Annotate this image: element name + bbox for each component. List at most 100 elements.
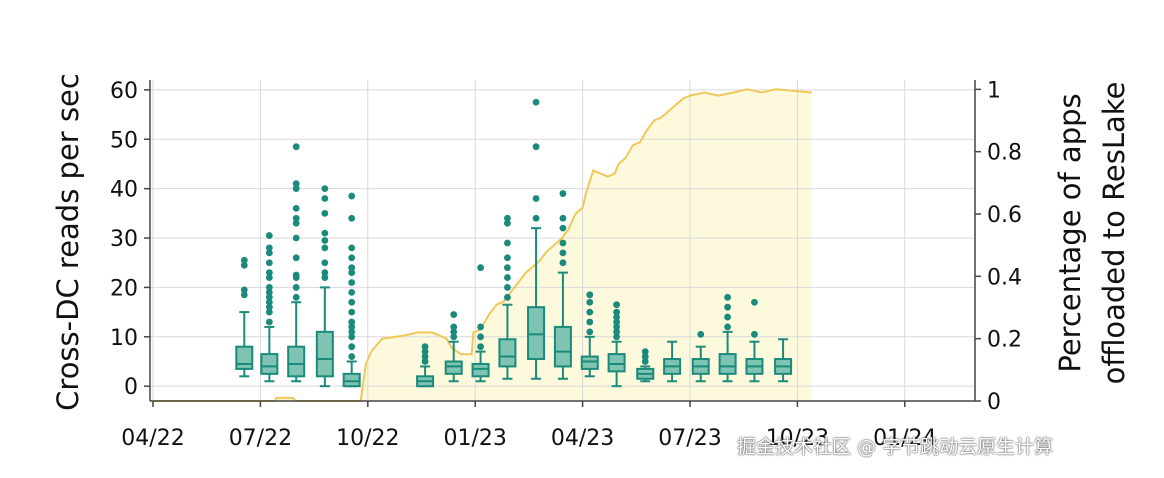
box-outlier [321, 237, 329, 244]
box-outlier [724, 313, 731, 321]
y-tick-label-right: 0.4 [987, 265, 1022, 290]
box-outlier [586, 308, 594, 316]
offload-area [153, 89, 812, 402]
box-outlier [265, 232, 273, 239]
box-outlier [321, 274, 329, 281]
box-body [553, 325, 572, 368]
box-outlier [265, 269, 273, 276]
box-outlier [321, 229, 329, 237]
box-body [471, 362, 490, 378]
box-outlier [348, 192, 356, 200]
box-body [287, 345, 306, 378]
box-outlier [348, 343, 356, 351]
box-2 [260, 232, 279, 383]
box-19 [774, 338, 793, 383]
box-outlier [450, 333, 458, 341]
box-10 [527, 98, 546, 380]
box-17 [718, 293, 737, 383]
x-tick-label: 10/23 [766, 426, 829, 451]
box-outlier [348, 244, 356, 252]
y-tick-label-left: 10 [110, 326, 138, 351]
y-tick-label-left: 40 [110, 178, 138, 203]
y-tick-label-left: 60 [110, 79, 138, 104]
box-outlier [292, 234, 300, 242]
box-outlier [265, 298, 273, 306]
box-outlier [348, 328, 356, 336]
box-6 [416, 343, 435, 388]
box-outlier [321, 269, 329, 276]
y-tick-label-left: 30 [110, 227, 138, 252]
box-outlier [504, 284, 511, 291]
box-outlier [292, 254, 300, 262]
box-outlier [532, 98, 540, 106]
x-tick-label: 07/23 [658, 426, 721, 451]
box-outlier [504, 214, 511, 222]
x-tick-label: 10/22 [336, 426, 399, 451]
box-outlier [504, 264, 511, 272]
box-9 [498, 214, 517, 380]
box-outlier [348, 353, 356, 360]
box-11 [553, 190, 572, 380]
box-outlier [348, 269, 356, 276]
box-outlier [348, 288, 356, 296]
box-outlier [240, 286, 248, 294]
box-outlier [450, 328, 458, 336]
box-outlier [559, 190, 567, 197]
box-outlier [559, 249, 567, 257]
box-outlier [613, 323, 621, 331]
box-outlier [504, 239, 511, 247]
box-outlier [321, 209, 329, 217]
x-tick-label: 07/22 [229, 426, 292, 451]
box-outlier [477, 333, 484, 341]
box-outlier [751, 298, 758, 306]
box-outlier [613, 308, 621, 316]
box-outlier [292, 271, 300, 279]
box-outlier [559, 259, 567, 267]
box-outlier [450, 311, 458, 318]
box-outlier [321, 244, 329, 252]
box-outlier [292, 214, 300, 222]
y-tick-label-right: 1 [987, 78, 1001, 103]
box-outlier [348, 298, 356, 306]
y-tick-label-left: 0 [124, 375, 138, 400]
box-outlier [586, 318, 594, 326]
box-body [718, 353, 737, 375]
box-outlier [265, 318, 273, 326]
box-outlier [265, 288, 273, 296]
box-outlier [265, 244, 273, 252]
box-outlier [613, 301, 621, 309]
box-outlier [559, 239, 567, 247]
box-outlier [292, 143, 300, 151]
box-outlier [265, 274, 273, 281]
box-outlier [348, 308, 356, 316]
box-outlier [265, 284, 273, 291]
box-outlier [504, 254, 511, 262]
box-body [342, 372, 361, 388]
y-tick-label-right: 0.2 [987, 328, 1022, 353]
x-tick-label: 01/24 [873, 426, 936, 451]
box-outlier [265, 308, 273, 316]
box-outlier [532, 195, 540, 202]
y-tick-label-left: 50 [110, 128, 138, 153]
label-layer: 0 10 20 30 40 50 60 0 0.2 0.4 0.6 0.8 1 04/22 07/22 10/… [51, 73, 1131, 451]
box-outlier [348, 264, 356, 272]
y-tick-label-right: 0.6 [987, 203, 1022, 228]
box-body [315, 330, 334, 378]
box-outlier [421, 358, 429, 365]
box-outlier [586, 298, 594, 306]
box-outlier [421, 353, 429, 360]
box-outlier [348, 279, 356, 286]
box-3 [287, 143, 306, 383]
box-body [260, 353, 279, 375]
box-outlier [292, 219, 300, 227]
box-outlier [477, 264, 484, 272]
box-outlier [292, 180, 300, 188]
box-body [235, 345, 254, 370]
box-outlier [421, 343, 429, 351]
box-outlier [265, 293, 273, 301]
box-outlier [477, 323, 484, 331]
box-outlier [641, 348, 649, 356]
box-5 [342, 192, 361, 388]
box-outlier [724, 303, 731, 311]
